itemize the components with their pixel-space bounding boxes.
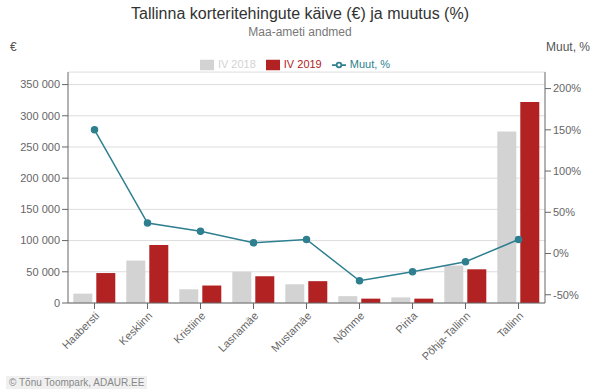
svg-text:Põhja-Tallinn: Põhja-Tallinn [419, 309, 472, 362]
svg-text:100%: 100% [553, 165, 581, 177]
svg-text:50 000: 50 000 [26, 266, 60, 278]
html-text:Maa-ameti andmed: Maa-ameti andmed [248, 25, 352, 39]
svg-text:150%: 150% [553, 124, 581, 136]
svg-text:350 000: 350 000 [20, 78, 60, 90]
html-text:IV 2019: IV 2019 [283, 58, 322, 70]
svg-text:200 000: 200 000 [20, 172, 60, 184]
svg-text:Tallinn: Tallinn [495, 309, 526, 340]
svg-text:300 000: 300 000 [20, 110, 60, 122]
svg-text:0%: 0% [553, 247, 569, 259]
svg-text:Kesklinn: Kesklinn [117, 309, 155, 347]
html-text:Muut, %: Muut, % [349, 58, 391, 70]
html-text:Tallinna korteritehingute käiv: Tallinna korteritehingute käive (€) ja m… [131, 5, 469, 22]
svg-text:Kristiine: Kristiine [171, 309, 207, 345]
svg-text:Mustamäe: Mustamäe [269, 309, 314, 354]
svg-text:250 000: 250 000 [20, 141, 60, 153]
html-text:Muut, %: Muut, % [546, 40, 590, 54]
svg-text:Lasnamäe: Lasnamäe [216, 309, 261, 354]
svg-text:50%: 50% [553, 206, 575, 218]
svg-text:-50%: -50% [553, 289, 579, 301]
svg-text:Pirita: Pirita [393, 309, 420, 336]
svg-text:200%: 200% [553, 82, 581, 94]
html-text:IV 2018: IV 2018 [217, 58, 256, 70]
svg-text:Nõmme: Nõmme [331, 309, 367, 345]
svg-text:100 000: 100 000 [20, 234, 60, 246]
svg-text:150 000: 150 000 [20, 203, 60, 215]
html-text:© Tõnu Toompark, ADAUR.EE: © Tõnu Toompark, ADAUR.EE [9, 377, 145, 388]
svg-text:0: 0 [54, 297, 60, 309]
svg-text:Haabersti: Haabersti [60, 309, 102, 351]
